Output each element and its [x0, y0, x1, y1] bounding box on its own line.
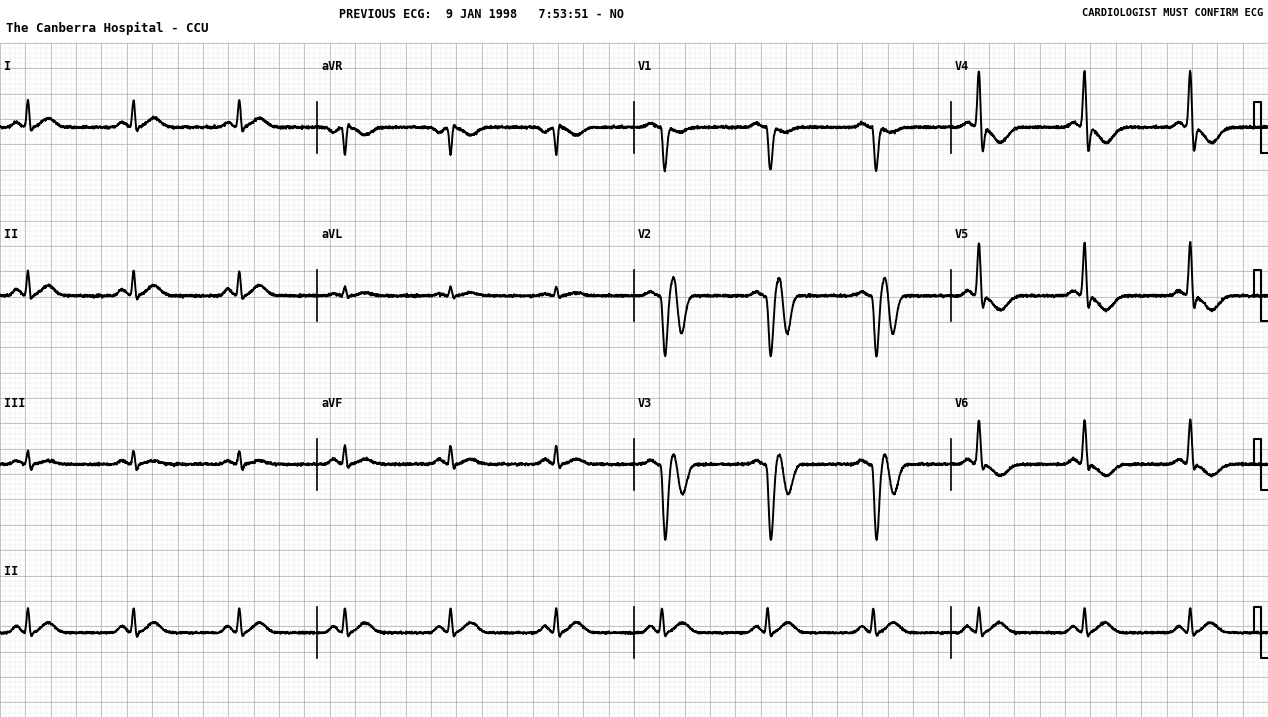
- Text: The Canberra Hospital - CCU: The Canberra Hospital - CCU: [6, 22, 208, 35]
- Text: V6: V6: [955, 397, 969, 410]
- Text: V1: V1: [638, 60, 652, 73]
- Text: V2: V2: [638, 228, 652, 242]
- Text: aVF: aVF: [321, 397, 342, 410]
- Text: II: II: [4, 565, 18, 579]
- Text: I: I: [4, 60, 11, 73]
- Text: II: II: [4, 228, 18, 242]
- Text: V3: V3: [638, 397, 652, 410]
- Text: CARDIOLOGIST MUST CONFIRM ECG: CARDIOLOGIST MUST CONFIRM ECG: [1082, 8, 1263, 18]
- Text: aVR: aVR: [321, 60, 342, 73]
- Text: PREVIOUS ECG:  9 JAN 1998   7:53:51 - NO: PREVIOUS ECG: 9 JAN 1998 7:53:51 - NO: [340, 8, 624, 21]
- Text: V5: V5: [955, 228, 969, 242]
- Text: III: III: [4, 397, 25, 410]
- Text: aVL: aVL: [321, 228, 342, 242]
- Text: V4: V4: [955, 60, 969, 73]
